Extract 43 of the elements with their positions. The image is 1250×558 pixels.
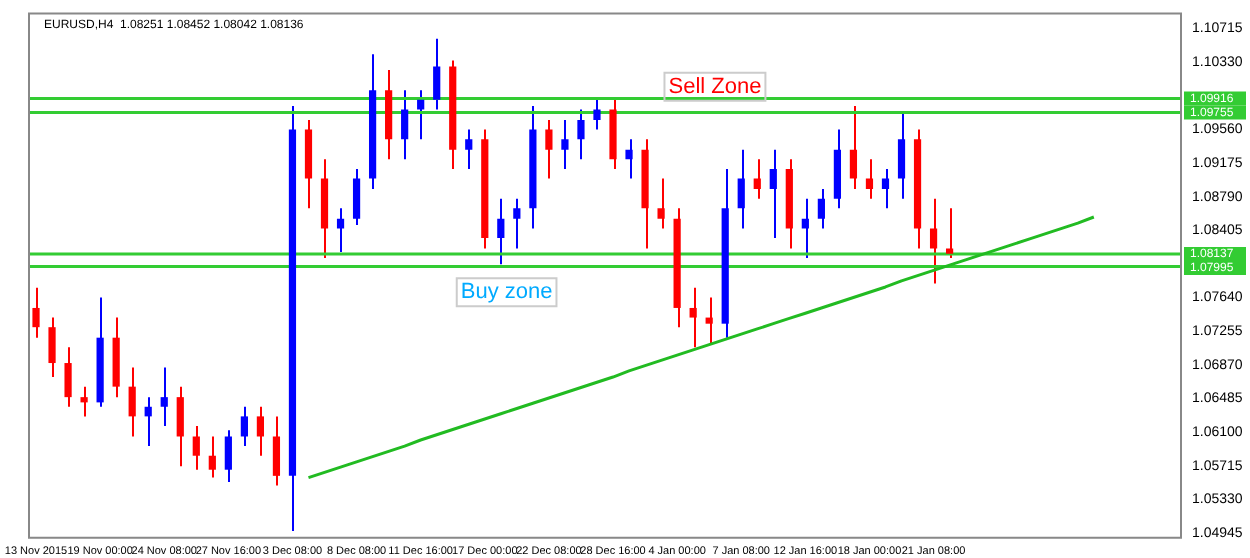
candlestick	[417, 89, 425, 141]
candlestick	[849, 104, 858, 191]
candlestick	[64, 346, 72, 408]
candlestick	[497, 197, 505, 266]
candlestick	[705, 296, 713, 344]
candlestick	[176, 385, 184, 468]
candlestick	[929, 197, 938, 285]
annotation: Buy zone	[460, 280, 553, 305]
candlestick	[192, 425, 200, 471]
candlestick	[80, 385, 88, 418]
candlestick	[817, 188, 825, 230]
candlestick	[352, 167, 361, 226]
candlestick	[401, 89, 409, 161]
candlestick	[865, 158, 874, 200]
candlestick	[208, 435, 216, 479]
candlestick	[577, 108, 585, 161]
candlestick	[240, 405, 248, 448]
candlestick	[336, 207, 345, 253]
candlestick	[128, 366, 136, 438]
candlestick	[144, 396, 152, 448]
candlestick	[256, 405, 265, 457]
candlestick	[272, 415, 281, 487]
candlestick	[625, 138, 633, 180]
candlestick	[801, 197, 809, 260]
candlestick	[224, 429, 232, 483]
candlestick	[753, 158, 761, 200]
candlestick	[433, 37, 441, 111]
candlestick	[593, 98, 601, 131]
candlestick	[32, 286, 40, 339]
candlestick	[465, 128, 473, 170]
candlestick	[513, 197, 521, 250]
candlestick	[881, 167, 890, 210]
candlestick	[897, 112, 906, 200]
candlestick	[561, 118, 569, 170]
annotation: Sell Zone	[668, 74, 762, 99]
candlestick	[657, 177, 665, 230]
candlestick	[689, 286, 697, 349]
candlestick	[545, 118, 553, 180]
candlestick	[48, 316, 56, 379]
candlestick	[160, 366, 168, 427]
candlestick	[769, 148, 777, 239]
candlestick	[945, 207, 954, 260]
candlestick	[737, 148, 745, 230]
